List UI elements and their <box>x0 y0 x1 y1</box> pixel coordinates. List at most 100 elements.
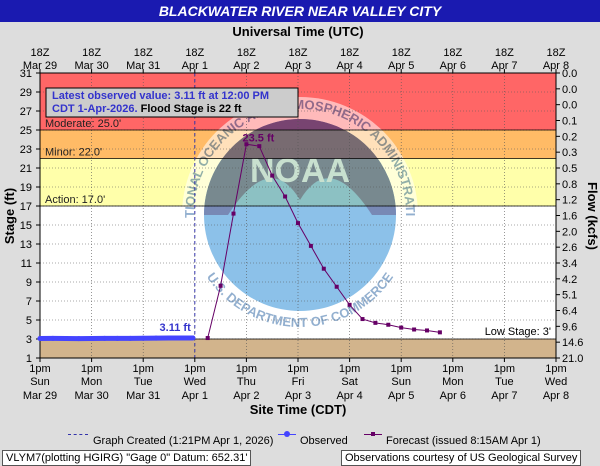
x-top-label-date: Mar 30 <box>74 60 108 72</box>
x-bottom-label-date: Apr 1 <box>182 390 208 402</box>
observed-point <box>179 335 185 341</box>
footer-credit: Observations courtesy of US Geological S… <box>341 450 582 466</box>
x-bottom-label-day: Thu <box>237 376 256 388</box>
y-right-tick-label: 21.0 <box>562 353 583 365</box>
observed-point <box>153 335 159 341</box>
category-label: Minor: 22.0' <box>45 147 102 159</box>
x-bottom-label-day: Fri <box>292 376 305 388</box>
x-top-label-time: 18Z <box>495 47 514 59</box>
y-right-tick-label: 9.6 <box>562 321 577 333</box>
x-top-label-date: Apr 1 <box>182 60 208 72</box>
x-bottom-label-day: Sun <box>391 376 411 388</box>
y-left-tick-label: 19 <box>20 182 32 194</box>
x-bottom-label-time: 1pm <box>184 363 205 375</box>
observed-point <box>76 336 82 342</box>
y-left-tick-label: 23 <box>20 144 32 156</box>
y-left-tick-label: 1 <box>26 353 32 365</box>
forecast-point <box>399 325 404 330</box>
x-top-label-time: 18Z <box>289 47 308 59</box>
x-bottom-label-day: Mon <box>442 376 463 388</box>
y-right-tick-label: 2.0 <box>562 226 577 238</box>
forecast-point <box>334 284 339 289</box>
y-right-tick-label: 0.5 <box>562 163 577 175</box>
y-left-title: Stage (ft) <box>2 188 17 244</box>
y-right-tick-label: 3.4 <box>562 258 577 270</box>
footer: Graph Created (1:21PM Apr 1, 2026) Obser… <box>0 431 600 466</box>
observed-point <box>89 336 95 342</box>
x-bottom-label-time: 1pm <box>494 363 515 375</box>
forecast-point <box>205 336 210 341</box>
x-top-label-time: 18Z <box>443 47 462 59</box>
x-bottom-label-time: 1pm <box>287 363 308 375</box>
x-bottom-label-date: Mar 30 <box>74 390 108 402</box>
chart-title: BLACKWATER RIVER NEAR VALLEY CITY <box>158 3 442 19</box>
x-bottom-label-date: Apr 8 <box>543 390 569 402</box>
x-top-label-date: Apr 7 <box>491 60 517 72</box>
x-bottom-label-date: Apr 5 <box>388 390 414 402</box>
x-bottom-label-day: Tue <box>134 376 153 388</box>
category-label: Moderate: 25.0' <box>45 118 121 130</box>
x-bottom-label-day: Mon <box>81 376 102 388</box>
y-left-tick-label: 27 <box>20 106 32 118</box>
y-right-tick-label: 5.1 <box>562 290 577 302</box>
y-left-tick-label: 17 <box>20 201 32 213</box>
y-right-tick-label: 0.0 <box>562 84 577 96</box>
observed-point <box>190 335 196 341</box>
y-right-tick-label: 14.6 <box>562 337 583 349</box>
y-left-tick-label: 9 <box>26 277 32 289</box>
band-low-stage <box>40 339 556 358</box>
hydrograph-chart: NOAANATIONAL OCEANIC AND ATMOSPHERIC ADM… <box>0 0 600 417</box>
x-top-label-date: Mar 29 <box>23 60 57 72</box>
observed-point <box>127 335 133 341</box>
observed-point <box>140 335 146 341</box>
forecast-point <box>347 302 352 307</box>
forecast-point <box>373 320 378 325</box>
low-stage-label: Low Stage: 3' <box>485 326 551 338</box>
title-bar: BLACKWATER RIVER NEAR VALLEY CITY <box>0 0 600 22</box>
forecast-point <box>386 322 391 327</box>
info-box-line2: CDT 1-Apr-2026. Flood Stage is 22 ft <box>52 103 242 115</box>
info-box <box>45 87 299 118</box>
y-right-tick-label: 0.2 <box>562 131 577 143</box>
x-bottom-label-date: Apr 4 <box>336 390 362 402</box>
legend-graph-created-swatch <box>68 434 88 443</box>
watermark-center: NOAA <box>250 152 350 190</box>
forecast-point <box>283 194 288 199</box>
forecast-point <box>321 266 326 271</box>
y-right-tick-label: 4.2 <box>562 274 577 286</box>
forecast-point <box>296 221 300 226</box>
forecast-point <box>257 144 262 149</box>
x-bottom-label-date: Apr 3 <box>285 390 311 402</box>
x-bottom-label-day: Wed <box>184 376 206 388</box>
x-top-label-time: 18Z <box>547 47 566 59</box>
x-bottom-label-time: 1pm <box>81 363 102 375</box>
forecast-point <box>231 211 236 216</box>
x-top-label-time: 18Z <box>340 47 359 59</box>
x-top-label-date: Apr 5 <box>388 60 414 72</box>
forecast-point <box>437 330 442 335</box>
forecast-point <box>244 142 249 147</box>
x-bottom-label-day: Wed <box>545 376 567 388</box>
y-left-tick-label: 31 <box>20 68 32 80</box>
y-right-tick-label: 0.1 <box>562 116 577 128</box>
legend-observed: Observed <box>300 435 348 447</box>
forecast-point <box>270 173 275 178</box>
y-left-tick-label: 3 <box>26 334 32 346</box>
observed-point <box>166 335 172 341</box>
observed-point <box>37 336 43 342</box>
observed-point <box>102 335 107 341</box>
x-top-label-date: Apr 8 <box>543 60 569 72</box>
legend-graph-created: Graph Created (1:21PM Apr 1, 2026) <box>93 435 274 447</box>
category-label: Action: 17.0' <box>45 194 105 206</box>
x-top-label-time: 18Z <box>392 47 411 59</box>
x-top-label-date: Apr 3 <box>285 60 311 72</box>
forecast-point <box>218 283 223 288</box>
bottom-axis-title: Site Time (CDT) <box>250 402 347 417</box>
x-top-label-date: Apr 2 <box>233 60 259 72</box>
y-right-tick-label: 0.0 <box>562 100 577 112</box>
x-top-label-date: Apr 4 <box>336 60 362 72</box>
y-left-tick-label: 29 <box>20 87 32 99</box>
forecast-peak-label: 23.5 ft <box>243 132 275 144</box>
x-bottom-label-time: 1pm <box>545 363 566 375</box>
x-top-label-time: 18Z <box>134 47 153 59</box>
